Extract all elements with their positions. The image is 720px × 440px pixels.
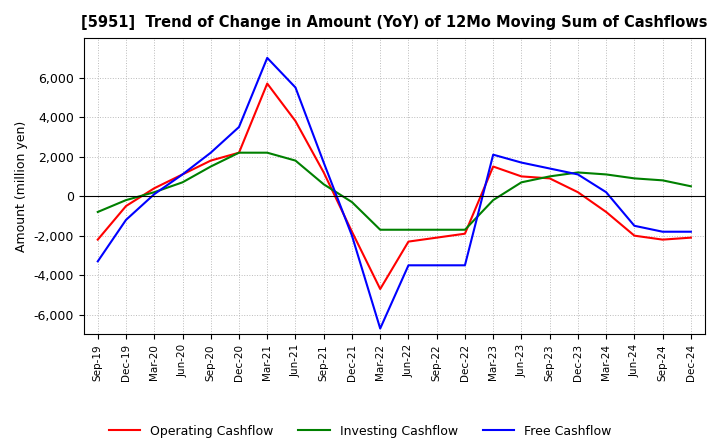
Investing Cashflow xyxy=(574,170,582,175)
Operating Cashflow xyxy=(404,239,413,244)
Operating Cashflow xyxy=(574,190,582,195)
Free Cashflow xyxy=(94,259,102,264)
Investing Cashflow xyxy=(150,190,158,195)
Operating Cashflow xyxy=(461,231,469,236)
Operating Cashflow xyxy=(94,237,102,242)
Operating Cashflow xyxy=(348,229,356,235)
Investing Cashflow xyxy=(602,172,611,177)
Free Cashflow xyxy=(263,55,271,61)
Free Cashflow xyxy=(602,190,611,195)
Operating Cashflow xyxy=(602,209,611,215)
Free Cashflow xyxy=(348,233,356,238)
Free Cashflow xyxy=(517,160,526,165)
Investing Cashflow xyxy=(235,150,243,155)
Investing Cashflow xyxy=(630,176,639,181)
Free Cashflow xyxy=(630,223,639,228)
Free Cashflow xyxy=(178,172,186,177)
Investing Cashflow xyxy=(376,227,384,232)
Free Cashflow xyxy=(545,166,554,171)
Free Cashflow xyxy=(658,229,667,235)
Investing Cashflow xyxy=(178,180,186,185)
Investing Cashflow xyxy=(291,158,300,163)
Operating Cashflow xyxy=(630,233,639,238)
Operating Cashflow xyxy=(545,176,554,181)
Investing Cashflow xyxy=(658,178,667,183)
Free Cashflow xyxy=(122,217,130,223)
Free Cashflow xyxy=(404,263,413,268)
Line: Operating Cashflow: Operating Cashflow xyxy=(98,84,691,289)
Investing Cashflow xyxy=(94,209,102,215)
Operating Cashflow xyxy=(433,235,441,240)
Free Cashflow xyxy=(376,326,384,331)
Investing Cashflow xyxy=(207,164,215,169)
Operating Cashflow xyxy=(291,118,300,124)
Operating Cashflow xyxy=(235,150,243,155)
Free Cashflow xyxy=(207,150,215,155)
Operating Cashflow xyxy=(320,170,328,175)
Free Cashflow xyxy=(433,263,441,268)
Investing Cashflow xyxy=(545,174,554,179)
Investing Cashflow xyxy=(433,227,441,232)
Operating Cashflow xyxy=(178,172,186,177)
Free Cashflow xyxy=(235,125,243,130)
Investing Cashflow xyxy=(517,180,526,185)
Title: [5951]  Trend of Change in Amount (YoY) of 12Mo Moving Sum of Cashflows: [5951] Trend of Change in Amount (YoY) o… xyxy=(81,15,708,30)
Investing Cashflow xyxy=(263,150,271,155)
Operating Cashflow xyxy=(489,164,498,169)
Operating Cashflow xyxy=(122,203,130,209)
Operating Cashflow xyxy=(150,186,158,191)
Investing Cashflow xyxy=(348,199,356,205)
Operating Cashflow xyxy=(376,286,384,292)
Operating Cashflow xyxy=(263,81,271,86)
Free Cashflow xyxy=(489,152,498,158)
Line: Investing Cashflow: Investing Cashflow xyxy=(98,153,691,230)
Investing Cashflow xyxy=(404,227,413,232)
Investing Cashflow xyxy=(687,183,696,189)
Investing Cashflow xyxy=(461,227,469,232)
Investing Cashflow xyxy=(320,182,328,187)
Free Cashflow xyxy=(320,160,328,165)
Operating Cashflow xyxy=(517,174,526,179)
Free Cashflow xyxy=(150,191,158,197)
Free Cashflow xyxy=(291,85,300,90)
Line: Free Cashflow: Free Cashflow xyxy=(98,58,691,329)
Investing Cashflow xyxy=(489,198,498,203)
Investing Cashflow xyxy=(122,198,130,203)
Y-axis label: Amount (million yen): Amount (million yen) xyxy=(15,121,28,252)
Legend: Operating Cashflow, Investing Cashflow, Free Cashflow: Operating Cashflow, Investing Cashflow, … xyxy=(104,420,616,440)
Free Cashflow xyxy=(687,229,696,235)
Operating Cashflow xyxy=(658,237,667,242)
Free Cashflow xyxy=(574,172,582,177)
Operating Cashflow xyxy=(687,235,696,240)
Free Cashflow xyxy=(461,263,469,268)
Operating Cashflow xyxy=(207,158,215,163)
